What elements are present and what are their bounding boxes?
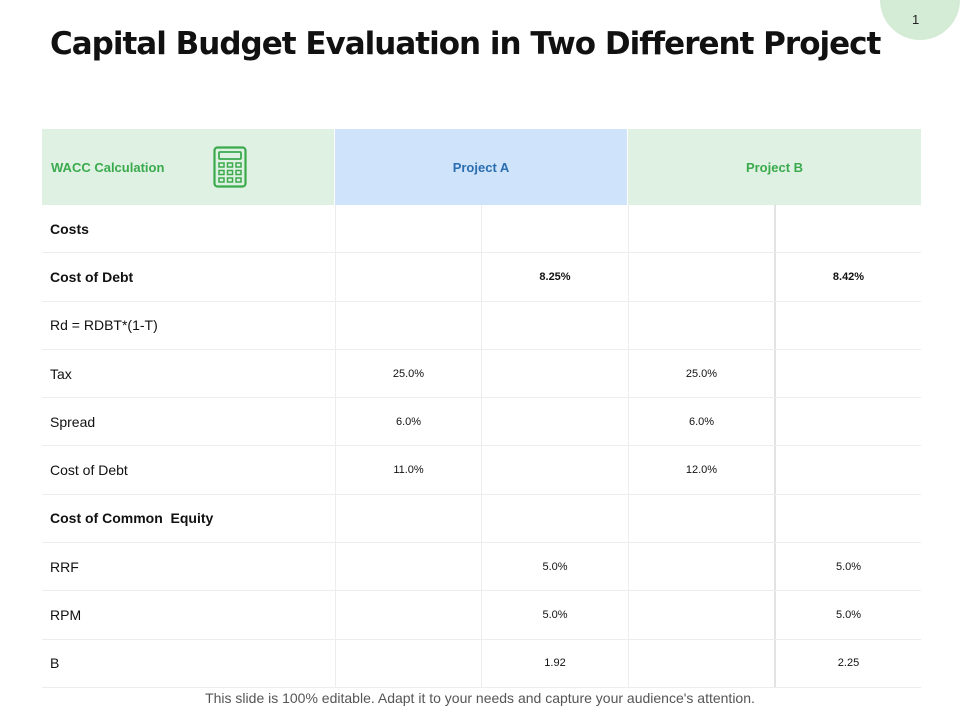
project-b-result-cell: 5.0% [774,591,921,639]
project-b-input-cell: 12.0% [628,446,774,494]
project-a-result-cell [481,205,628,253]
project-b-input-cell [628,639,774,687]
row-label: Tax [50,365,72,382]
project-b-result-cell [774,446,921,494]
project-b-result-cell: 8.42% [774,253,921,301]
project-a-result-cell: 5.0% [481,591,628,639]
project-b-input-cell [628,543,774,591]
project-b-result-cell [774,301,921,349]
project-b-input-cell [628,301,774,349]
page-number-badge [880,0,960,40]
project-b-result-cell: 2.25 [774,639,921,687]
project-b-result-cell [774,205,921,253]
row-label: Costs [50,220,89,237]
row-label: Rd = RDBT*(1-T) [50,317,158,334]
footer-note: This slide is 100% editable. Adapt it to… [205,690,755,706]
header-project-a: Project A [335,129,627,205]
table-row: Rd = RDBT*(1-T) [42,301,921,350]
page-number: 1 [912,12,920,27]
table-row: Tax 25.0% 25.0% [42,349,921,399]
header-wacc-label: WACC Calculation [51,159,165,175]
project-a-input-cell [335,494,481,543]
project-a-input-cell [335,639,481,687]
table-row: RPM 5.0% 5.0% [42,591,921,640]
project-a-result-cell [481,301,628,349]
project-a-result-cell [481,446,628,494]
project-b-result-cell: 5.0% [774,543,921,591]
project-b-result-cell [774,398,921,446]
project-a-input-cell [335,301,481,349]
project-a-input-cell [335,205,481,253]
row-label: Cost of Debt [50,462,128,479]
table-row: RRF 5.0% 5.0% [42,543,921,592]
slide-title: Capital Budget Evaluation in Two Differe… [50,26,881,62]
project-a-result-cell: 5.0% [481,543,628,591]
project-a-input-cell [335,253,481,301]
project-a-result-cell: 1.92 [481,639,628,687]
project-b-result-cell [774,349,921,398]
row-label: Cost of Debt [50,268,134,285]
project-b-input-cell [628,494,774,543]
project-a-result-cell [481,349,628,398]
project-a-input-cell: 25.0% [335,349,481,398]
row-label: Spread [50,413,96,430]
table-row: B 1.92 2.25 [42,639,921,688]
table-row: Cost of Common Equity [42,494,921,544]
wacc-table: WACC Calculation Project A Project B Cos… [42,129,921,688]
header-project-b: Project B [628,129,921,205]
project-b-input-cell: 6.0% [628,398,774,446]
table-header: WACC Calculation Project A Project B [42,129,921,205]
calculator-icon [213,146,247,188]
project-a-input-cell: 6.0% [335,398,481,446]
table-row: Cost of Debt 11.0% 12.0% [42,446,921,495]
project-a-result-cell [481,398,628,446]
project-a-result-cell [481,494,628,543]
project-b-result-cell [774,494,921,543]
table-row: Spread 6.0% 6.0% [42,398,921,447]
project-a-input-cell: 11.0% [335,446,481,494]
project-b-input-cell [628,591,774,639]
project-b-input-cell [628,253,774,301]
project-a-input-cell [335,591,481,639]
row-label: B [50,655,60,672]
table-row: Cost of Debt 8.25% 8.42% [42,253,921,302]
project-a-result-cell: 8.25% [481,253,628,301]
table-row: Costs [42,205,921,254]
row-label: Cost of Common Equity [50,510,214,527]
row-label: RPM [50,607,82,624]
row-label: RRF [50,558,79,575]
project-a-input-cell [335,543,481,591]
header-wacc-calculation: WACC Calculation [42,129,334,205]
project-b-input-cell [628,205,774,253]
project-b-input-cell: 25.0% [628,349,774,398]
